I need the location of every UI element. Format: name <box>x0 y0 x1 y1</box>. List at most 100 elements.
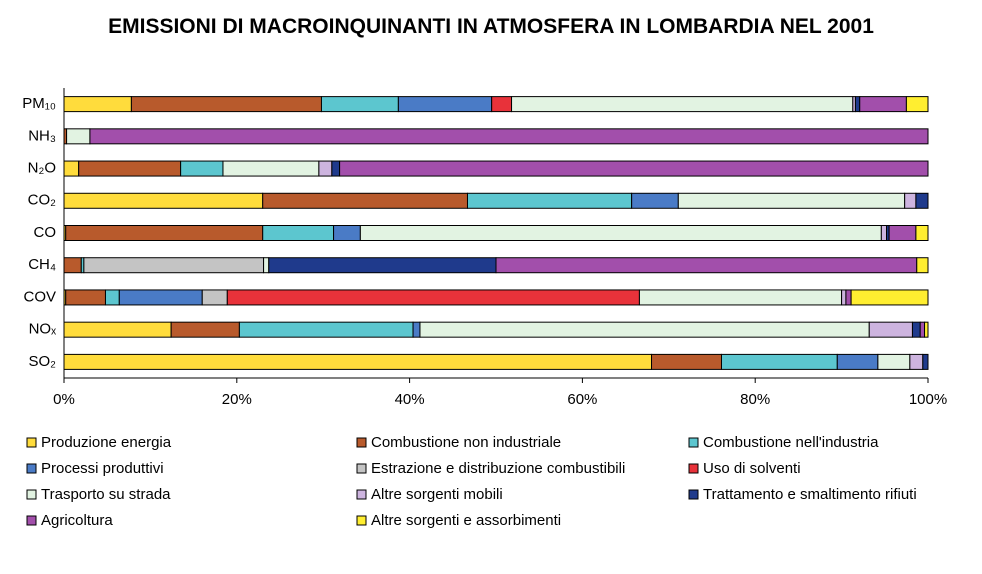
bar-segment <box>841 289 847 306</box>
bar-segment <box>495 257 918 274</box>
bar-segment <box>268 257 497 274</box>
bar-segment <box>850 289 929 306</box>
bar-segment <box>104 289 120 306</box>
bar-segment <box>262 225 335 241</box>
bar-segment <box>859 96 907 113</box>
legend-swatch <box>26 437 37 448</box>
chart-title: EMISSIONI DI MACROINQUINANTI IN ATMOSFER… <box>108 15 874 38</box>
bar-segment <box>238 321 414 338</box>
bar-segment <box>359 225 882 241</box>
legend-label: Combustione non industriale <box>371 434 561 451</box>
bar-segment <box>331 160 341 177</box>
bar-segment <box>412 321 421 338</box>
bar-segment <box>170 321 240 338</box>
y-tick-label: CH₄ <box>28 256 56 273</box>
bar-segment <box>721 353 838 370</box>
bar-segment <box>904 192 917 209</box>
bar-segment <box>911 321 921 338</box>
bar-segment <box>320 96 399 113</box>
bar-segment <box>466 192 633 209</box>
legend-label: Uso di solventi <box>703 460 801 477</box>
legend-label: Processi produttivi <box>41 460 164 477</box>
bar-segment <box>66 128 91 145</box>
bar-segment <box>201 289 228 306</box>
bar-segment <box>651 353 723 370</box>
bar-segment <box>877 353 911 370</box>
bar-segment <box>226 289 640 306</box>
bar-segment <box>888 225 917 241</box>
y-tick-label: NOₓ <box>29 321 57 338</box>
bar-segment <box>919 321 926 338</box>
y-tick-label: N₂O <box>28 160 56 177</box>
legend-swatch <box>26 489 37 500</box>
legend-swatch <box>356 437 367 448</box>
bar-segment <box>491 96 513 113</box>
bar-segment <box>222 160 320 177</box>
x-tick-label: 80% <box>740 391 770 408</box>
bar-segment <box>845 289 852 306</box>
y-tick-label: SO₂ <box>29 353 57 370</box>
y-tick-label: NH₃ <box>28 127 56 144</box>
bar-segment <box>130 96 322 113</box>
legend-swatch <box>688 437 699 448</box>
bar-segment <box>854 96 861 113</box>
legend-swatch <box>356 489 367 500</box>
x-tick-label: 60% <box>567 391 597 408</box>
bar-segment <box>63 192 264 209</box>
legend-label: Trattamento e smaltimento rifiuti <box>703 486 917 503</box>
bar-segment <box>262 192 468 209</box>
bar-segment <box>511 96 854 113</box>
y-tick-label: COV <box>23 288 56 305</box>
bar-segment <box>333 225 361 241</box>
x-tick-label: 20% <box>222 391 252 408</box>
legend-label: Trasporto su strada <box>41 486 171 503</box>
bar-segment <box>915 192 929 209</box>
legend-label: Produzione energia <box>41 434 172 451</box>
bar-segment <box>63 96 132 113</box>
bar-segment <box>63 321 172 338</box>
legend-label: Altre sorgenti e assorbimenti <box>371 512 561 529</box>
bar-segment <box>180 160 224 177</box>
legend-swatch <box>688 463 699 474</box>
bar-segment <box>880 225 888 241</box>
x-tick-label: 100% <box>909 391 947 408</box>
legend-swatch <box>356 515 367 526</box>
y-tick-label: CO₂ <box>28 192 57 209</box>
bar-segment <box>631 192 679 209</box>
bar-segment <box>63 160 80 177</box>
legend-swatch <box>26 463 37 474</box>
legend-label: Altre sorgenti mobili <box>371 486 503 503</box>
legend-label: Estrazione e distribuzione combustibili <box>371 460 625 477</box>
y-tick-label: PM₁₀ <box>22 95 56 112</box>
bar-segment <box>868 321 913 338</box>
legend-swatch <box>688 489 699 500</box>
x-tick-label: 0% <box>53 391 75 408</box>
legend-swatch <box>356 463 367 474</box>
bar-segment <box>916 257 929 274</box>
bar-segment <box>65 225 264 241</box>
bar-segment <box>924 321 929 338</box>
bar-segment <box>318 160 333 177</box>
y-tick-label: CO <box>34 224 57 241</box>
bar-segment <box>63 353 653 370</box>
bar-segment <box>638 289 843 306</box>
x-tick-label: 40% <box>395 391 425 408</box>
bar-segment <box>263 257 270 274</box>
bar-segment <box>915 225 929 241</box>
legend-label: Combustione nell'industria <box>703 434 879 451</box>
bar-segment <box>339 160 929 177</box>
bar-segment <box>83 257 265 274</box>
bar-segment <box>78 160 182 177</box>
legend-swatch <box>26 515 37 526</box>
bar-segment <box>922 353 929 370</box>
bar-segment <box>905 96 929 113</box>
bar-segment <box>677 192 906 209</box>
bar-segment <box>65 289 106 306</box>
bar-segment <box>118 289 203 306</box>
bar-segment <box>63 257 82 274</box>
bar-segment <box>397 96 493 113</box>
bar-segment <box>89 128 929 145</box>
bar-segment <box>836 353 879 370</box>
